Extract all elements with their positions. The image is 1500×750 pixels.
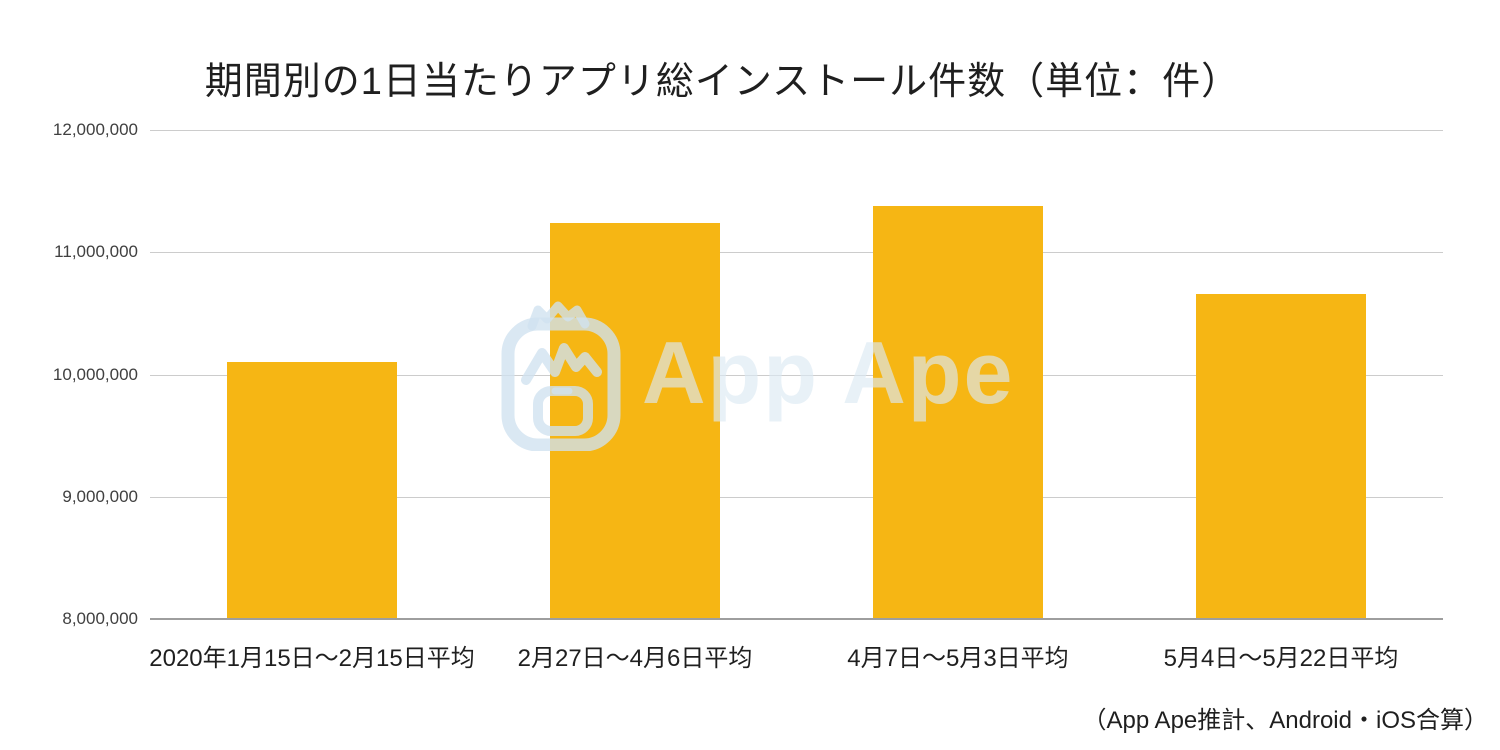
x-axis-label-2: 2月27日〜4月6日平均	[517, 645, 753, 672]
gridline-9000000	[150, 497, 1443, 498]
y-axis-label-12000000: 12,000,000	[52, 120, 138, 139]
bar-4	[1196, 294, 1366, 619]
y-axis-label-10000000: 10,000,000	[52, 365, 138, 384]
y-axis-label-11000000: 11,000,000	[54, 242, 138, 261]
source-note: （App Ape推計、Android・iOS合算）	[1082, 707, 1488, 734]
bar-3	[873, 206, 1043, 619]
y-axis-label-8000000: 8,000,000	[62, 609, 138, 628]
x-axis-label-4: 5月4日〜5月22日平均	[1163, 645, 1399, 672]
bar-2	[550, 223, 720, 619]
bar-1	[227, 362, 397, 619]
gridline-11000000	[150, 252, 1443, 253]
x-axis-label-1: 2020年1月15日〜2月15日平均	[149, 645, 475, 672]
chart-title: 期間別の1日当たりアプリ総インストール件数（単位：件）	[204, 61, 1241, 103]
x-axis-line	[150, 618, 1443, 620]
gridline-10000000	[150, 375, 1443, 376]
y-axis-label-9000000: 9,000,000	[62, 487, 138, 506]
x-axis-label-3: 4月7日〜5月3日平均	[847, 645, 1069, 672]
gridline-12000000	[150, 130, 1443, 131]
